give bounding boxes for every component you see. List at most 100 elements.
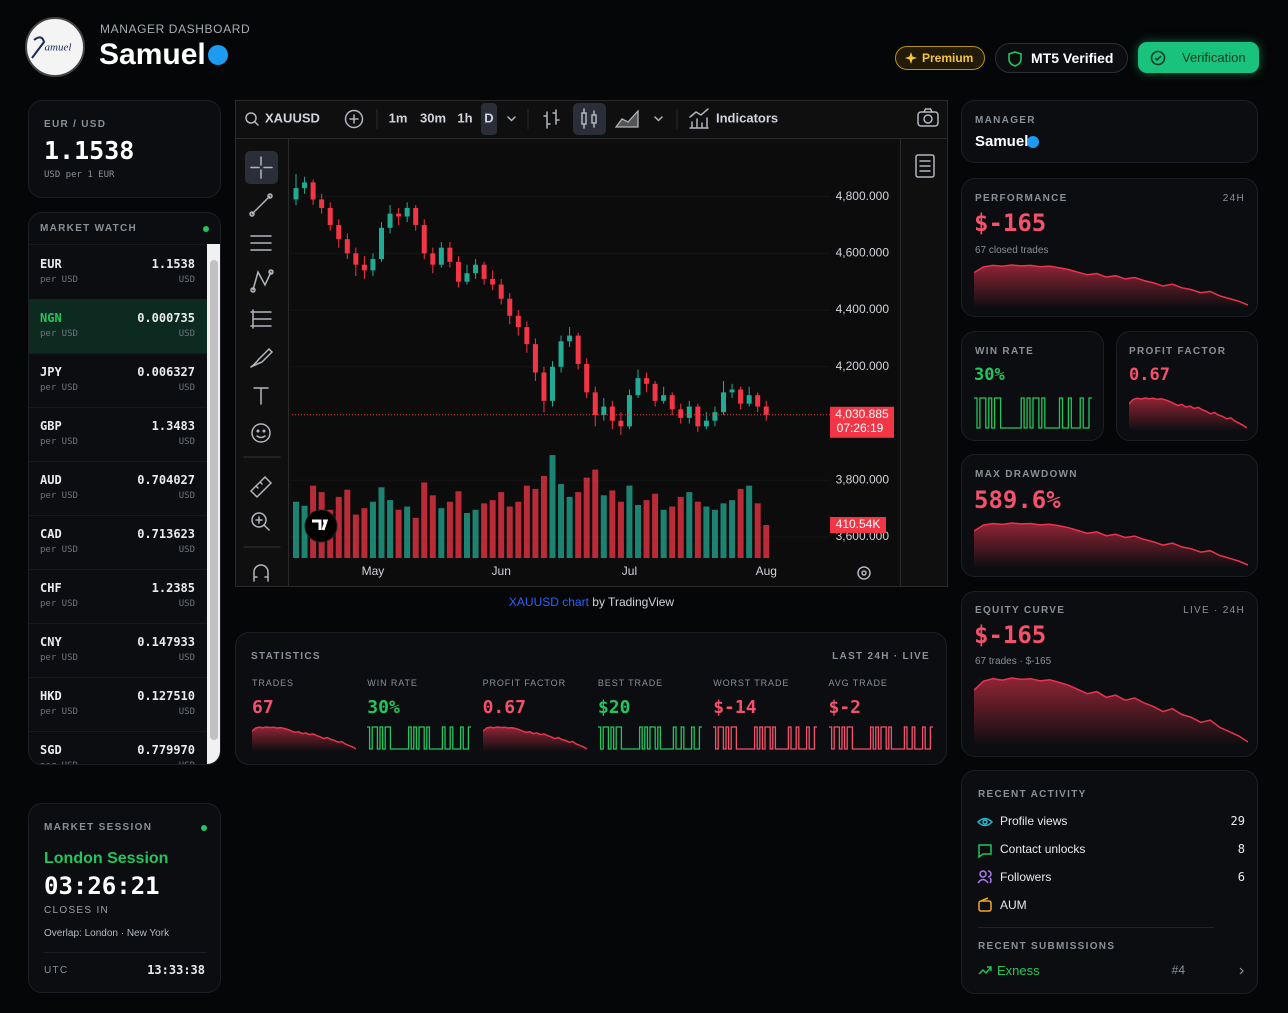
market-row[interactable]: CAD per USD 0.713623 USD xyxy=(29,515,207,570)
recent-submissions-title: RECENT SUBMISSIONS xyxy=(978,941,1116,952)
currency-per: per USD xyxy=(40,383,78,393)
verification-text: Verification xyxy=(1182,50,1246,65)
market-watch-title: MARKET WATCH xyxy=(40,223,138,234)
volume-bar xyxy=(540,476,547,558)
candle-body xyxy=(703,420,709,427)
watchlist-button[interactable] xyxy=(915,154,935,178)
candle-body xyxy=(584,363,590,393)
market-row[interactable]: NGN per USD 0.000735 USD xyxy=(29,299,207,354)
volume-bar xyxy=(711,509,718,558)
candle-body xyxy=(302,182,308,189)
currency-per: per USD xyxy=(40,707,78,717)
win-rate-card: WIN RATE 30% xyxy=(961,331,1104,441)
stat-value: $-2 xyxy=(828,697,862,718)
premium-badge[interactable]: Premium xyxy=(895,46,985,70)
candle-body xyxy=(661,395,667,401)
currency-per: per USD xyxy=(40,761,78,764)
manager-name: Samuel xyxy=(99,38,206,71)
interval-menu[interactable] xyxy=(507,116,516,122)
currency-unit: USD xyxy=(178,545,195,555)
indicators-icon[interactable] xyxy=(689,108,709,129)
max-drawdown-label: MAX DRAWDOWN xyxy=(975,469,1078,480)
stat-label: WORST TRADE xyxy=(713,678,790,688)
submission-broker[interactable]: Exness xyxy=(997,963,1040,978)
equity-curve-label: EQUITY CURVE xyxy=(975,605,1066,616)
fx-rate: 1.1538 xyxy=(44,136,135,165)
statistics-title: STATISTICS xyxy=(251,651,321,662)
chart-type-active[interactable] xyxy=(573,103,606,135)
symbol[interactable]: XAUUSD xyxy=(265,110,320,125)
premium-text: Premium xyxy=(922,51,974,65)
interval-button[interactable]: 1h xyxy=(457,110,472,125)
candle-body xyxy=(601,406,607,416)
search-icon[interactable] xyxy=(245,112,259,126)
market-row[interactable]: SGD per USD 0.779970 USD xyxy=(29,731,207,764)
drawing-tools[interactable] xyxy=(243,156,281,582)
stat-value: 67 xyxy=(252,697,274,718)
currency-code: GBP xyxy=(40,419,62,433)
candle-body xyxy=(618,420,624,427)
market-row[interactable]: CHF per USD 1.2385 USD xyxy=(29,569,207,624)
indicators-button[interactable]: Indicators xyxy=(716,110,778,125)
performance-card: PERFORMANCE 24H $-165 67 closed trades xyxy=(961,178,1258,317)
currency-code: HKD xyxy=(40,689,62,703)
candle-body xyxy=(421,224,427,254)
fx-card: EUR / USD 1.1538 USD per 1 EUR xyxy=(28,100,221,198)
area-icon[interactable] xyxy=(614,109,639,128)
stat-label: AVG TRADE xyxy=(828,678,888,688)
spark-line xyxy=(1129,397,1247,429)
volume-bar xyxy=(532,488,539,558)
market-row[interactable]: GBP per USD 1.3483 USD xyxy=(29,407,207,462)
interval-button[interactable]: D xyxy=(484,110,493,125)
win-rate-label: WIN RATE xyxy=(975,346,1035,357)
interval-button[interactable]: 30m xyxy=(420,110,446,125)
candle-body xyxy=(507,298,513,316)
candle-body xyxy=(763,406,769,415)
scrollbar[interactable] xyxy=(207,244,220,764)
volume-bar xyxy=(515,501,522,558)
bar-style-button[interactable] xyxy=(543,109,560,129)
session-countdown: 03:26:21 xyxy=(44,872,160,900)
recent-activity-title: RECENT ACTIVITY xyxy=(978,789,1087,800)
screenshot-button[interactable] xyxy=(917,108,939,127)
currency-rate: 0.127510 xyxy=(137,689,195,703)
chart-type-menu[interactable] xyxy=(654,116,663,122)
mt5-badge[interactable]: MT5 Verified xyxy=(995,43,1128,73)
currency-rate: 0.779970 xyxy=(137,743,195,757)
trend-icon xyxy=(978,966,992,975)
fx-note: USD per 1 EUR xyxy=(44,170,115,180)
market-row[interactable]: HKD per USD 0.127510 USD xyxy=(29,677,207,732)
candle-body xyxy=(755,395,761,407)
candle-body xyxy=(592,392,598,416)
market-row[interactable]: AUD per USD 0.704027 USD xyxy=(29,461,207,516)
volume-bar xyxy=(617,501,624,558)
candle-body xyxy=(310,182,316,200)
candle-body xyxy=(695,406,701,427)
volume-bar xyxy=(455,491,462,558)
credit-link[interactable]: XAUUSD chart xyxy=(508,595,589,609)
verification-button[interactable]: Verification xyxy=(1138,42,1259,73)
volume-bar xyxy=(566,496,573,558)
market-row[interactable]: JPY per USD 0.006327 USD xyxy=(29,353,207,408)
candle-body xyxy=(678,409,684,418)
market-row[interactable]: EUR per USD 1.1538 USD xyxy=(29,245,207,300)
y-tick-label: 4,400.000 xyxy=(836,302,890,316)
scroll-thumb[interactable] xyxy=(210,260,218,740)
compare-button[interactable] xyxy=(344,109,364,129)
interval-button[interactable]: 1m xyxy=(389,110,408,125)
market-watch-list: EUR per USD 1.1538 USD NGN per USD 0.000735 USD… xyxy=(29,244,207,764)
spark-area xyxy=(1129,398,1247,430)
performance-period: 24H xyxy=(1222,193,1245,204)
volume-bar xyxy=(395,509,402,558)
candle-body xyxy=(464,273,470,282)
win-rate-sparkline xyxy=(974,397,1092,429)
stat-value: 30% xyxy=(367,697,400,718)
currency-unit: USD xyxy=(178,707,195,717)
settings-button[interactable] xyxy=(857,566,871,580)
stat-value: 0.67 xyxy=(482,697,526,718)
equity-curve-card: EQUITY CURVE LIVE · 24H $-165 67 trades … xyxy=(961,591,1258,757)
chevron[interactable] xyxy=(1239,966,1245,976)
volume-bar xyxy=(335,496,342,558)
market-row[interactable]: CNY per USD 0.147933 USD xyxy=(29,623,207,678)
